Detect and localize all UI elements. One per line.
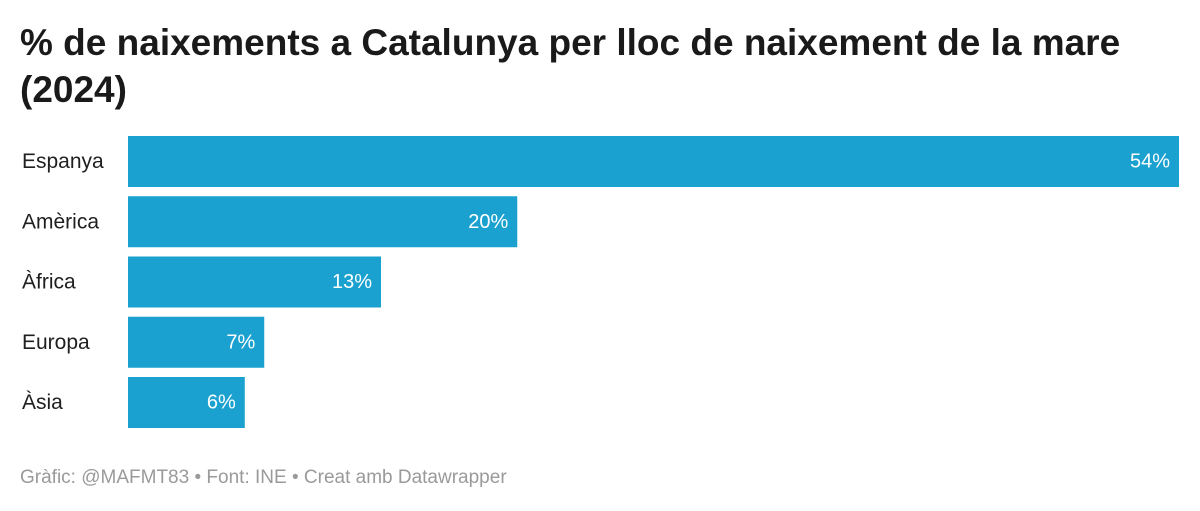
footer-source: Font: INE (206, 467, 287, 488)
bar-espanya (128, 136, 1179, 187)
value-label-africa: 13% (332, 271, 372, 293)
chart-title: % de naixements a Catalunya per lloc de … (20, 22, 1121, 110)
footer-tool: Creat amb Datawrapper (303, 467, 507, 488)
category-label-america: Amèrica (22, 210, 99, 233)
value-label-espanya: 54% (1130, 151, 1170, 173)
category-label-africa: Àfrica (22, 271, 76, 294)
value-label-europa: 7% (226, 331, 255, 353)
bar-europa (128, 316, 265, 368)
value-label-asia: 6% (207, 392, 236, 414)
category-label-europa: Europa (22, 331, 90, 354)
chart-footer: Gràfic: @MAFMT83 • Font: INE • Creat amb… (20, 467, 507, 489)
bar-africa (128, 256, 382, 308)
category-label-espanya: Espanya (22, 150, 104, 173)
bar-america (128, 196, 518, 248)
footer-separator: • (291, 467, 299, 488)
bar-asia (128, 377, 245, 428)
category-label-asia: Àsia (22, 391, 63, 414)
footer-separator: • (194, 467, 202, 488)
footer-credit: Gràfic: @MAFMT83 (20, 467, 190, 488)
value-label-america: 20% (468, 211, 508, 233)
